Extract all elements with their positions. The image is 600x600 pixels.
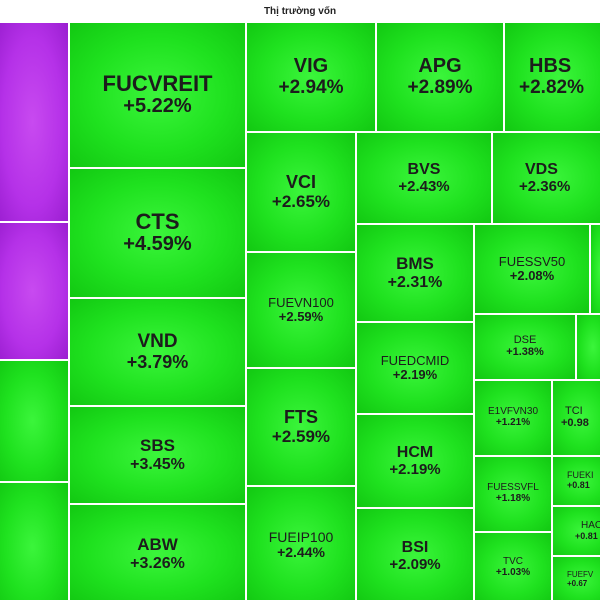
tile-symbol: FUEVN100 [268,294,334,310]
tile-change: +2.59% [271,426,331,446]
tile-symbol: HBS [529,54,572,77]
treemap-tile-vnd[interactable]: VND +3.79% [69,298,246,406]
treemap-tile-tvc[interactable]: TVC +1.03% [474,532,552,600]
treemap-tile-vci[interactable]: VCI +2.65% [246,132,356,252]
tile-change: +1.03% [495,567,531,578]
tile-symbol: TCI [565,405,583,418]
tile-change: +0.81 [575,530,598,541]
treemap-tile-fucvreit[interactable]: FUCVREIT +5.22% [69,22,246,168]
tile-symbol: BVS [407,161,441,179]
treemap-tile-fuefv[interactable]: FUEFV +0.67 [552,556,600,600]
tile-symbol: VCI [285,172,316,193]
tile-change: +3.26% [130,554,185,572]
tile-change: +2.44% [277,544,325,560]
treemap-tile-fuessv50[interactable]: FUESSV50 +2.08% [474,224,590,314]
tile-change: +2.08% [509,268,555,283]
tile-symbol: SBS [140,436,175,456]
tile-symbol: FUEFV [567,570,594,580]
treemap-tile-fuedcmid[interactable]: FUEDCMID +2.19% [356,322,474,414]
tile-symbol: VDS [525,161,558,179]
tile-symbol: HAC [581,519,600,531]
tile-change: +2.36% [519,177,571,195]
tile-symbol: HCM [396,444,434,462]
tile-symbol: FUEIP100 [268,528,334,545]
treemap: FUCVREIT +5.22% CTS +4.59% VND +3.79% SB… [0,22,600,600]
tile-symbol: BMS [396,254,434,274]
treemap-tile-hac[interactable]: HAC +0.81 [552,506,600,556]
tile-change: +0.98 [561,417,589,429]
tile-change: +1.18% [495,493,531,504]
treemap-tile-purple[interactable] [0,22,69,222]
treemap-tile-dse[interactable]: DSE +1.38% [474,314,576,380]
tile-change: +0.67 [567,579,588,588]
tile-symbol: FUESSV50 [498,253,566,269]
tile-symbol: DSE [513,334,537,347]
tile-symbol: E1VFVN30 [487,406,539,418]
treemap-tile-vds[interactable]: VDS +2.36% [492,132,600,224]
tile-symbol: FUCVREIT [102,71,213,97]
treemap-tile-sbs[interactable]: SBS +3.45% [69,406,246,504]
treemap-tile[interactable] [576,314,600,380]
treemap-tile[interactable] [0,482,69,600]
tile-change: +1.21% [495,417,531,428]
treemap-tile-bvs[interactable]: BVS +2.43% [356,132,492,224]
tile-symbol: FUEKI [567,470,594,481]
treemap-tile-fueki[interactable]: FUEKI +0.81 [552,456,600,506]
treemap-tile-vig[interactable]: VIG +2.94% [246,22,376,132]
tile-symbol: FTS [284,407,318,428]
tile-change: +3.45% [130,455,185,473]
tile-symbol: CTS [135,209,180,235]
tile-symbol: ABW [137,535,178,555]
tile-symbol: FUEDCMID [380,352,450,368]
tile-change: +0.81 [567,480,590,490]
treemap-tile-fts[interactable]: FTS +2.59% [246,368,356,486]
tile-change: +2.59% [278,309,324,324]
tile-change: +2.94% [278,76,344,98]
treemap-tile-tci[interactable]: TCI +0.98 [552,380,600,456]
tile-change: +4.59% [123,233,192,256]
tile-symbol: TVC [503,556,523,568]
treemap-tile-fuessvfl[interactable]: FUESSVFL +1.18% [474,456,552,532]
tile-change: +2.65% [271,191,331,211]
treemap-tile[interactable] [0,360,69,482]
treemap-tile-cts[interactable]: CTS +4.59% [69,168,246,298]
treemap-tile-fuevn100[interactable]: FUEVN100 +2.59% [246,252,356,368]
tile-symbol: FUESSVFL [487,482,539,494]
tile-change: +3.79% [126,351,189,372]
tile-symbol: APG [418,54,462,77]
tile-change: +5.22% [123,95,192,118]
treemap-tile-fueip100[interactable]: FUEIP100 +2.44% [246,486,356,600]
tile-change: +2.43% [398,177,450,195]
treemap-tile[interactable] [590,224,600,314]
tile-change: +2.82% [519,76,584,98]
treemap-tile-apg[interactable]: APG +2.89% [376,22,504,132]
treemap-title: Thị trường vốn [263,5,337,17]
tile-change: +2.09% [389,555,441,573]
treemap-tile-e1vfvn30[interactable]: E1VFVN30 +1.21% [474,380,552,456]
tile-change: +2.89% [407,76,473,98]
page-title: Thị trường vốn [0,0,600,22]
treemap-tile-hcm[interactable]: HCM +2.19% [356,414,474,508]
treemap-tile-bsi[interactable]: BSI +2.09% [356,508,474,600]
tile-change: +2.31% [387,273,443,291]
treemap-tile-hbs[interactable]: HBS +2.82% [504,22,600,132]
tile-symbol: BSI [401,539,429,557]
treemap-tile-abw[interactable]: ABW +3.26% [69,504,246,600]
tile-change: +1.38% [506,346,544,358]
tile-change: +2.19% [392,367,438,382]
tile-symbol: VND [137,331,178,353]
treemap-tile-purple[interactable] [0,222,69,360]
tile-symbol: VIG [293,54,329,77]
treemap-tile-bms[interactable]: BMS +2.31% [356,224,474,322]
tile-change: +2.19% [389,460,441,478]
